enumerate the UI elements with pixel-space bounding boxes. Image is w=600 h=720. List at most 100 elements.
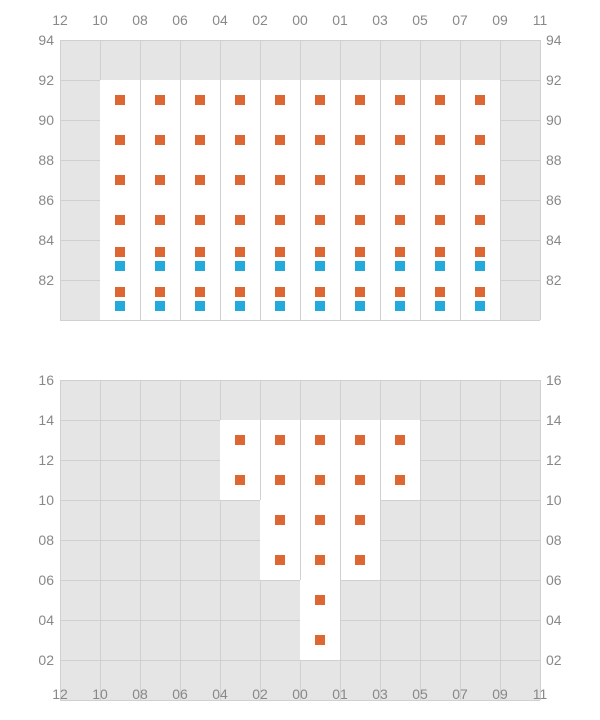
marker-orange[interactable] [195, 135, 205, 145]
marker-orange[interactable] [235, 435, 245, 445]
marker-blue[interactable] [475, 301, 485, 311]
marker-orange[interactable] [475, 135, 485, 145]
marker-blue[interactable] [195, 261, 205, 271]
marker-orange[interactable] [235, 215, 245, 225]
marker-orange[interactable] [235, 247, 245, 257]
marker-orange[interactable] [115, 215, 125, 225]
marker-orange[interactable] [355, 215, 365, 225]
marker-orange[interactable] [315, 95, 325, 105]
marker-orange[interactable] [275, 95, 285, 105]
marker-orange[interactable] [235, 475, 245, 485]
marker-orange[interactable] [315, 555, 325, 565]
marker-orange[interactable] [155, 287, 165, 297]
marker-orange[interactable] [315, 247, 325, 257]
marker-orange[interactable] [275, 287, 285, 297]
marker-orange[interactable] [275, 135, 285, 145]
marker-orange[interactable] [475, 95, 485, 105]
marker-orange[interactable] [435, 175, 445, 185]
marker-orange[interactable] [435, 247, 445, 257]
marker-orange[interactable] [195, 175, 205, 185]
marker-blue[interactable] [275, 301, 285, 311]
marker-orange[interactable] [235, 175, 245, 185]
marker-orange[interactable] [395, 135, 405, 145]
marker-orange[interactable] [155, 247, 165, 257]
marker-orange[interactable] [315, 475, 325, 485]
marker-orange[interactable] [235, 287, 245, 297]
marker-blue[interactable] [115, 301, 125, 311]
marker-orange[interactable] [195, 247, 205, 257]
marker-orange[interactable] [355, 515, 365, 525]
marker-orange[interactable] [275, 215, 285, 225]
marker-orange[interactable] [355, 135, 365, 145]
marker-orange[interactable] [115, 135, 125, 145]
marker-orange[interactable] [395, 247, 405, 257]
marker-orange[interactable] [275, 435, 285, 445]
marker-blue[interactable] [235, 261, 245, 271]
marker-blue[interactable] [315, 261, 325, 271]
marker-orange[interactable] [195, 287, 205, 297]
marker-orange[interactable] [355, 435, 365, 445]
x-label: 06 [160, 686, 200, 702]
marker-orange[interactable] [395, 215, 405, 225]
marker-orange[interactable] [315, 287, 325, 297]
marker-orange[interactable] [355, 555, 365, 565]
marker-orange[interactable] [475, 175, 485, 185]
marker-orange[interactable] [115, 287, 125, 297]
gridline [300, 200, 301, 240]
marker-orange[interactable] [395, 435, 405, 445]
marker-orange[interactable] [275, 555, 285, 565]
marker-blue[interactable] [155, 261, 165, 271]
marker-orange[interactable] [275, 247, 285, 257]
marker-orange[interactable] [395, 175, 405, 185]
marker-orange[interactable] [435, 95, 445, 105]
marker-blue[interactable] [395, 301, 405, 311]
marker-orange[interactable] [355, 287, 365, 297]
marker-blue[interactable] [275, 261, 285, 271]
marker-orange[interactable] [235, 135, 245, 145]
marker-orange[interactable] [435, 135, 445, 145]
marker-orange[interactable] [275, 515, 285, 525]
marker-orange[interactable] [155, 95, 165, 105]
marker-orange[interactable] [155, 135, 165, 145]
marker-orange[interactable] [315, 515, 325, 525]
marker-orange[interactable] [115, 175, 125, 185]
marker-orange[interactable] [315, 435, 325, 445]
marker-orange[interactable] [355, 175, 365, 185]
marker-blue[interactable] [435, 301, 445, 311]
marker-orange[interactable] [395, 287, 405, 297]
marker-orange[interactable] [315, 595, 325, 605]
marker-blue[interactable] [395, 261, 405, 271]
marker-blue[interactable] [355, 301, 365, 311]
marker-blue[interactable] [235, 301, 245, 311]
marker-orange[interactable] [475, 215, 485, 225]
marker-blue[interactable] [355, 261, 365, 271]
marker-blue[interactable] [155, 301, 165, 311]
marker-orange[interactable] [115, 95, 125, 105]
marker-orange[interactable] [315, 175, 325, 185]
marker-orange[interactable] [275, 175, 285, 185]
marker-orange[interactable] [195, 95, 205, 105]
marker-orange[interactable] [195, 215, 205, 225]
marker-blue[interactable] [315, 301, 325, 311]
marker-blue[interactable] [115, 261, 125, 271]
marker-orange[interactable] [155, 215, 165, 225]
marker-orange[interactable] [395, 95, 405, 105]
marker-orange[interactable] [155, 175, 165, 185]
marker-blue[interactable] [475, 261, 485, 271]
marker-orange[interactable] [315, 135, 325, 145]
marker-blue[interactable] [435, 261, 445, 271]
marker-orange[interactable] [355, 247, 365, 257]
marker-orange[interactable] [115, 247, 125, 257]
marker-orange[interactable] [435, 287, 445, 297]
marker-orange[interactable] [475, 247, 485, 257]
marker-orange[interactable] [435, 215, 445, 225]
marker-orange[interactable] [355, 475, 365, 485]
marker-orange[interactable] [275, 475, 285, 485]
marker-orange[interactable] [475, 287, 485, 297]
marker-orange[interactable] [315, 215, 325, 225]
marker-blue[interactable] [195, 301, 205, 311]
marker-orange[interactable] [395, 475, 405, 485]
marker-orange[interactable] [235, 95, 245, 105]
marker-orange[interactable] [315, 635, 325, 645]
marker-orange[interactable] [355, 95, 365, 105]
